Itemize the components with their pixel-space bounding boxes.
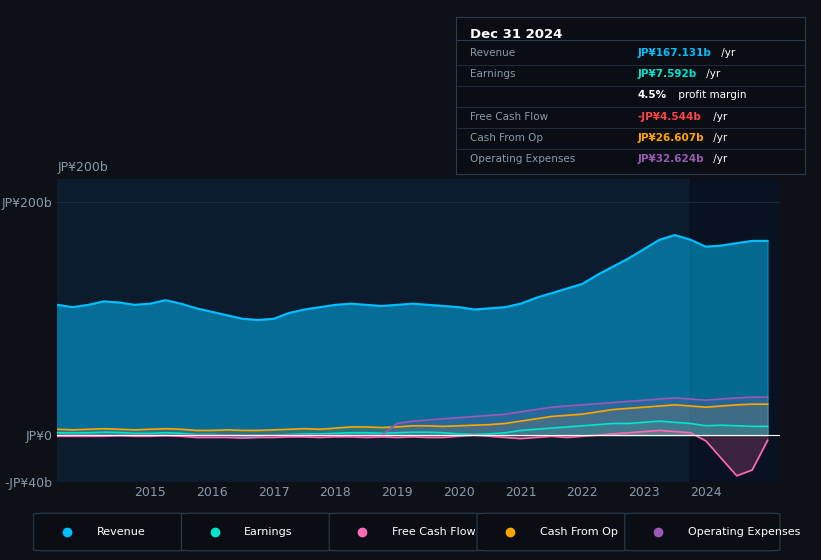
Text: Cash From Op: Cash From Op <box>540 527 617 537</box>
Text: -JP¥4.544b: -JP¥4.544b <box>637 111 701 122</box>
Text: JP¥26.607b: JP¥26.607b <box>637 133 704 143</box>
FancyBboxPatch shape <box>181 513 337 551</box>
Text: JP¥32.624b: JP¥32.624b <box>637 154 704 164</box>
Text: JP¥200b: JP¥200b <box>57 161 108 174</box>
Text: Free Cash Flow: Free Cash Flow <box>470 111 548 122</box>
Text: /yr: /yr <box>703 69 720 80</box>
Text: Dec 31 2024: Dec 31 2024 <box>470 28 562 41</box>
Text: Revenue: Revenue <box>97 527 145 537</box>
Text: /yr: /yr <box>718 48 735 58</box>
Text: 4.5%: 4.5% <box>637 91 666 100</box>
FancyBboxPatch shape <box>625 513 780 551</box>
Text: Free Cash Flow: Free Cash Flow <box>392 527 475 537</box>
Text: /yr: /yr <box>710 154 727 164</box>
Text: Cash From Op: Cash From Op <box>470 133 543 143</box>
FancyBboxPatch shape <box>477 513 632 551</box>
FancyBboxPatch shape <box>329 513 484 551</box>
Text: Operating Expenses: Operating Expenses <box>688 527 800 537</box>
Text: JP¥167.131b: JP¥167.131b <box>637 48 711 58</box>
Text: Operating Expenses: Operating Expenses <box>470 154 575 164</box>
Text: JP¥7.592b: JP¥7.592b <box>637 69 696 80</box>
Text: profit margin: profit margin <box>676 91 747 100</box>
Text: Revenue: Revenue <box>470 48 515 58</box>
Text: /yr: /yr <box>710 111 727 122</box>
Text: /yr: /yr <box>710 133 727 143</box>
Text: Earnings: Earnings <box>470 69 515 80</box>
Bar <box>690 179 780 482</box>
FancyBboxPatch shape <box>34 513 189 551</box>
Text: Earnings: Earnings <box>245 527 293 537</box>
